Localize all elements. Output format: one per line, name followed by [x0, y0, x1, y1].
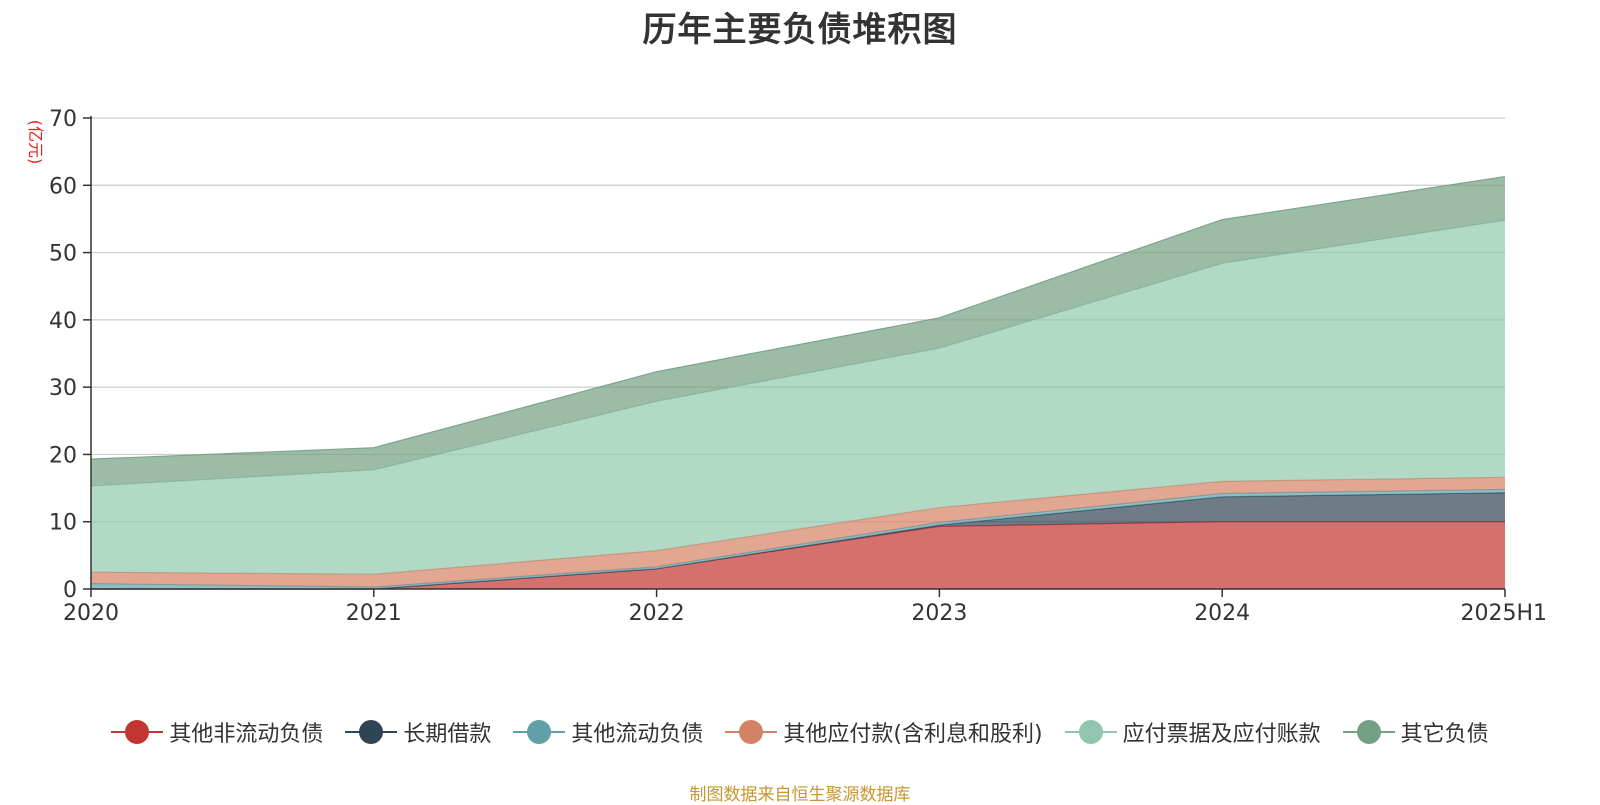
x-tick-label: 2024	[1194, 601, 1250, 626]
x-tick-label: 2020	[63, 601, 119, 626]
x-tick-label: 2021	[346, 601, 402, 626]
legend-marker-icon	[513, 720, 566, 744]
y-tick-label: 60	[49, 174, 77, 199]
area-series-6[interactable]	[91, 176, 1505, 487]
axes: 0 10 20 30 40 50 60 70 2020 2021 2022 2023 2024 2025H…	[49, 107, 1547, 626]
legend-marker-icon	[111, 720, 164, 744]
area-series-1[interactable]	[91, 521, 1505, 589]
legend-label: 其他非流动负债	[169, 722, 324, 747]
legend-item-4[interactable]: 其他应付款(含利息和股利)	[725, 716, 1043, 748]
legend-item-6[interactable]: 其它负债	[1342, 716, 1489, 748]
y-axis-unit-label: (亿元)	[26, 120, 45, 165]
legend-item-3[interactable]: 其他流动负债	[513, 716, 703, 748]
legend-label: 长期借款	[403, 722, 492, 747]
legend: 其他非流动负债 长期借款 其他流动负债 其他应付款(含利息和股利) 应付票据及应付账款 其…	[0, 716, 1600, 748]
area-series-4[interactable]	[91, 477, 1505, 587]
legend-marker-icon	[1342, 720, 1395, 744]
area-series-5[interactable]	[91, 220, 1505, 575]
y-tick-label: 40	[49, 309, 77, 334]
legend-marker-icon	[725, 720, 778, 744]
legend-label: 其它负债	[1400, 722, 1489, 747]
y-tick-label: 70	[49, 107, 77, 132]
data-source-note: 制图数据来自恒生聚源数据库	[689, 785, 911, 805]
legend-marker-icon	[1064, 720, 1117, 744]
y-tick-label: 50	[49, 242, 77, 267]
legend-label: 其他应付款(含利息和股利)	[783, 722, 1043, 747]
legend-label: 应付票据及应付账款	[1122, 722, 1321, 747]
legend-item-2[interactable]: 长期借款	[345, 716, 491, 748]
legend-item-1[interactable]: 其他非流动负债	[111, 716, 323, 748]
area-series-2[interactable]	[91, 492, 1505, 589]
x-tick-label: 2022	[629, 601, 685, 626]
y-tick-label: 0	[63, 578, 77, 603]
y-tick-label: 30	[49, 376, 77, 401]
y-tick-label: 20	[49, 443, 77, 468]
y-tick-label: 10	[49, 511, 77, 536]
area-series-edge-6	[90, 175, 1506, 460]
x-tick-label: 2023	[911, 601, 967, 626]
legend-label: 其他流动负债	[571, 722, 704, 747]
legend-marker-icon	[345, 720, 398, 744]
x-tick-label: 2025H1	[1460, 601, 1547, 626]
legend-item-5[interactable]: 应付票据及应付账款	[1064, 716, 1321, 748]
area-series	[90, 175, 1506, 590]
chart-title: 历年主要负债堆积图	[642, 10, 958, 50]
